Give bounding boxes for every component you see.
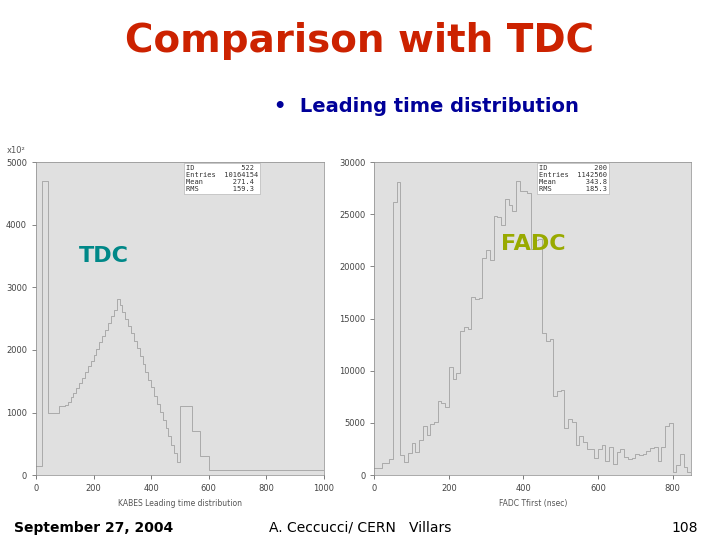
Text: x10²: x10²	[7, 146, 26, 154]
Text: Comparison with TDC: Comparison with TDC	[125, 22, 595, 59]
X-axis label: FADC Tfirst (nsec): FADC Tfirst (nsec)	[499, 499, 567, 508]
Text: FADC: FADC	[501, 234, 566, 254]
Text: September 27, 2004: September 27, 2004	[14, 521, 174, 535]
Text: •  Leading time distribution: • Leading time distribution	[274, 97, 578, 116]
Text: TDC: TDC	[79, 246, 129, 266]
Text: ID           200
Entries  1142560
Mean       343.8
RMS        185.3: ID 200 Entries 1142560 Mean 343.8 RMS 18…	[539, 165, 607, 192]
Text: A. Ceccucci/ CERN   Villars: A. Ceccucci/ CERN Villars	[269, 521, 451, 535]
Text: 108: 108	[672, 521, 698, 535]
X-axis label: KABES Leading time distribution: KABES Leading time distribution	[118, 499, 242, 508]
Text: ID           522
Entries  10164154
Mean       271.4
RMS        159.3: ID 522 Entries 10164154 Mean 271.4 RMS 1…	[186, 165, 258, 192]
